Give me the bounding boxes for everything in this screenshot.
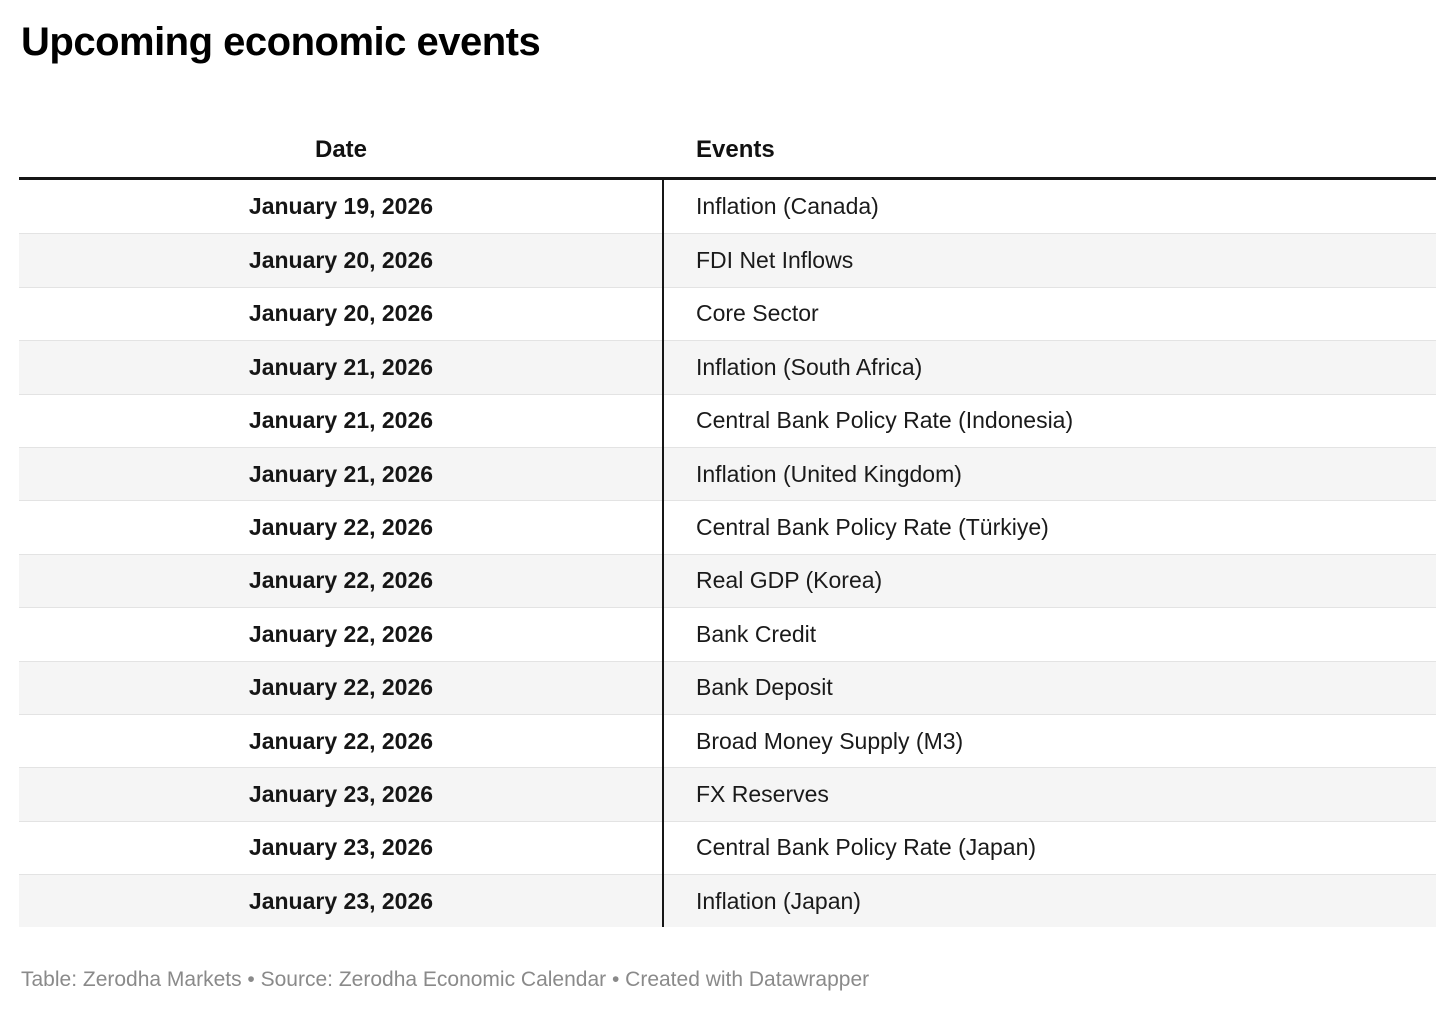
event-cell: Inflation (United Kingdom) (696, 460, 962, 487)
table-row: January 22, 2026 Central Bank Policy Rate… (19, 500, 1436, 554)
economic-events-table: Date Events January 19, 2026 Inflation (C… (19, 120, 1436, 928)
page-title: Upcoming economic events (21, 20, 541, 64)
table-row: January 23, 2026 FX Reserves (19, 767, 1436, 821)
event-cell: Inflation (Japan) (696, 887, 861, 914)
event-cell: Inflation (South Africa) (696, 353, 923, 380)
table-row: January 21, 2026 Inflation (South Africa) (19, 340, 1436, 394)
event-cell: Bank Deposit (696, 674, 833, 701)
date-cell: January 20, 2026 (248, 247, 434, 274)
table-footer-credit: Table: Zerodha Markets • Source: Zerodha… (21, 968, 870, 991)
column-header-date: Date (314, 136, 368, 163)
table-header-row: Date Events (19, 120, 1436, 177)
date-cell: January 22, 2026 (248, 620, 434, 647)
event-cell: Central Bank Policy Rate (Türkiye) (696, 514, 1049, 541)
table-row: January 22, 2026 Real GDP (Korea) (19, 553, 1436, 608)
table-row: January 19, 2026 Inflation (Canada) (19, 180, 1436, 234)
table-row: January 20, 2026 Core Sector (19, 286, 1436, 341)
date-cell: January 21, 2026 (248, 407, 434, 434)
event-cell: FX Reserves (696, 780, 829, 807)
event-cell: Bank Credit (696, 620, 817, 647)
date-cell: January 22, 2026 (248, 514, 434, 541)
event-cell: Broad Money Supply (M3) (696, 727, 964, 754)
date-cell: January 23, 2026 (248, 834, 434, 861)
event-cell: Core Sector (696, 300, 819, 327)
date-cell: January 21, 2026 (248, 460, 434, 487)
table-row: January 21, 2026 Inflation (United Kingdo… (19, 446, 1436, 501)
event-cell: Inflation (Canada) (696, 193, 879, 220)
date-cell: January 22, 2026 (248, 674, 434, 701)
date-cell: January 23, 2026 (248, 887, 434, 914)
table-row: January 22, 2026 Broad Money Supply (M3) (19, 713, 1436, 768)
event-cell: Central Bank Policy Rate (Japan) (696, 834, 1037, 861)
date-cell: January 19, 2026 (248, 193, 434, 220)
table-row: January 21, 2026 Central Bank Policy Rate… (19, 393, 1436, 447)
date-cell: January 22, 2026 (248, 567, 434, 594)
event-cell: Central Bank Policy Rate (Indonesia) (696, 407, 1074, 434)
table-body: January 19, 2026 Inflation (Canada) Januar… (19, 177, 1436, 928)
date-cell: January 22, 2026 (248, 727, 434, 754)
event-cell: FDI Net Inflows (696, 247, 854, 274)
table-row: January 22, 2026 Bank Deposit (19, 660, 1436, 714)
table-row: January 20, 2026 FDI Net Inflows (19, 233, 1436, 287)
table-row: January 23, 2026 Inflation (Japan) (19, 874, 1436, 928)
date-cell: January 20, 2026 (248, 300, 434, 327)
date-cell: January 21, 2026 (248, 353, 434, 380)
table-row: January 22, 2026 Bank Credit (19, 607, 1436, 661)
event-cell: Real GDP (Korea) (696, 567, 883, 594)
table-row: January 23, 2026 Central Bank Policy Rate… (19, 820, 1436, 875)
date-cell: January 23, 2026 (248, 780, 434, 807)
column-header-events: Events (696, 136, 775, 163)
